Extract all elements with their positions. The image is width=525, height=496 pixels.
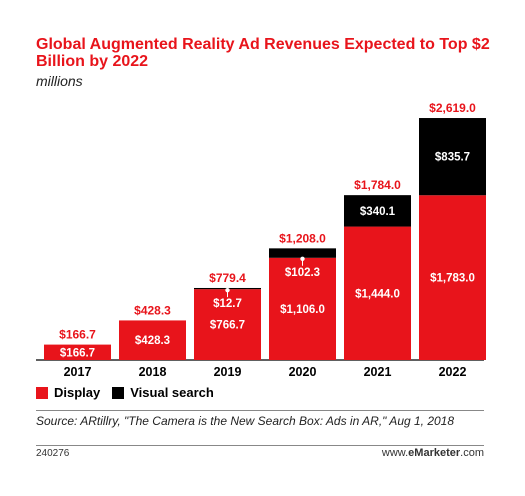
- data-label-display-2019: $766.7: [210, 320, 245, 332]
- total-label-2018: $428.3: [134, 303, 171, 317]
- data-label-visual-search-2019: $12.7: [213, 298, 242, 310]
- legend-swatch-display: [36, 386, 48, 399]
- stacked-bar-chart: $166.7 $166.7 $428.3 $428.3 $766.7 $12.7 $779.…: [36, 101, 486, 379]
- brand-prefix: www.: [381, 447, 409, 459]
- brand-suffix: .com: [460, 447, 484, 459]
- bar-display-2017: [44, 344, 111, 360]
- total-label-2017: $166.7: [59, 328, 96, 342]
- leader-dot-2019: [225, 287, 230, 293]
- bar-display-2020: [269, 257, 336, 360]
- data-label-visual-search-2020: $102.3: [285, 267, 320, 279]
- data-label-display-2022: $1,783.0: [430, 273, 475, 285]
- chart-subtitle: millions: [36, 73, 83, 89]
- legend-label-display: Display: [54, 385, 101, 400]
- x-tick-label-2017: 2017: [64, 365, 92, 379]
- source-divider: [36, 410, 484, 411]
- x-tick-label-2022: 2022: [439, 365, 467, 379]
- chart-id: 240276: [36, 448, 70, 459]
- brand-link[interactable]: www.eMarketer.com: [382, 447, 484, 459]
- total-label-2021: $1,784.0: [354, 178, 401, 192]
- legend-item-display: Display: [36, 385, 100, 400]
- data-label-display-2018: $428.3: [135, 335, 170, 347]
- footer-divider: [36, 445, 484, 446]
- data-label-visual-search-2021: $340.1: [360, 206, 396, 218]
- total-label-2020: $1,208.0: [279, 231, 326, 245]
- bar-display-2021: [344, 226, 411, 360]
- legend-swatch-visual-search: [112, 386, 125, 399]
- source-note: Source: ARtillry, "The Camera is the New…: [36, 414, 455, 428]
- x-tick-label-2018: 2018: [139, 365, 167, 379]
- bar-visual-search-2021: [344, 195, 411, 227]
- data-label-visual-search-2022: $835.7: [435, 152, 470, 164]
- total-label-2019: $779.4: [209, 271, 246, 285]
- total-label-2022: $2,619.0: [429, 101, 476, 115]
- brand-name: eMarketer: [408, 447, 461, 459]
- x-tick-label-2019: 2019: [214, 365, 242, 379]
- bar-display-2022: [419, 195, 486, 360]
- bar-visual-search-2020: [269, 248, 336, 258]
- bar-display-2019: [194, 289, 261, 360]
- legend-item-visual-search: Visual search: [112, 385, 214, 400]
- bar-display-2018: [119, 320, 186, 360]
- leader-dot-2020: [300, 256, 305, 262]
- bar-visual-search-2022: [419, 118, 486, 196]
- chart-title: Global Augmented Reality Ad Revenues Exp…: [36, 36, 490, 70]
- x-tick-label-2021: 2021: [364, 365, 392, 379]
- chart-legend: Display Visual search: [36, 385, 226, 400]
- data-label-display-2017: $166.7: [60, 347, 95, 359]
- data-label-display-2021: $1,444.0: [355, 288, 400, 300]
- x-tick-label-2020: 2020: [289, 365, 317, 379]
- legend-label-visual-search: Visual search: [130, 385, 214, 400]
- data-label-display-2020: $1,106.0: [280, 304, 325, 316]
